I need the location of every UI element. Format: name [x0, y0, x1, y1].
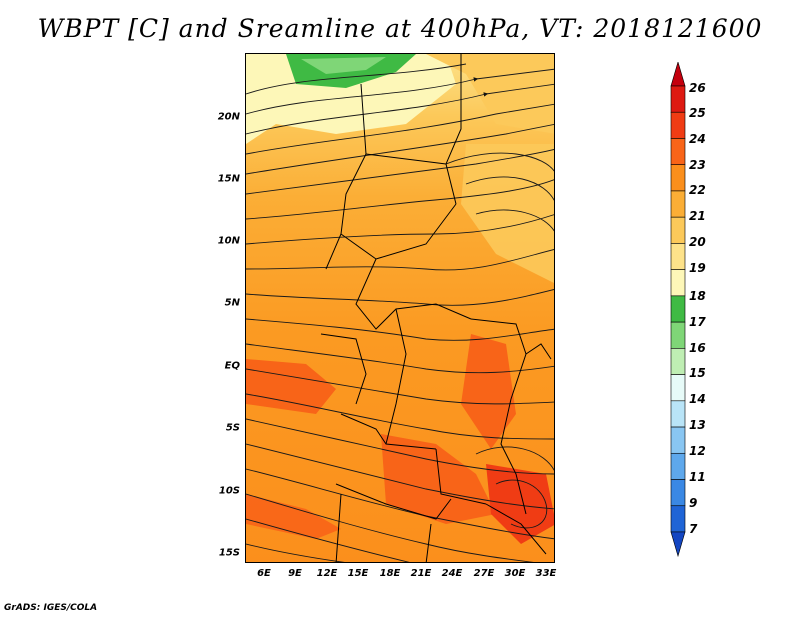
- colorbar-label-18: 18: [689, 289, 706, 303]
- colorbar-label-16: 16: [689, 341, 706, 355]
- colorbar-cell: [670, 295, 686, 323]
- lon-label-33e: 33E: [535, 568, 557, 579]
- lon-label-9e: 9E: [288, 568, 302, 579]
- colorbar-cell: [670, 479, 686, 507]
- colorbar-cell: [670, 348, 686, 375]
- warm-region-central: [461, 334, 516, 449]
- colorbar-cell: [670, 190, 686, 218]
- lon-label-24e: 24E: [441, 568, 463, 579]
- colorbar: [670, 62, 686, 558]
- colorbar-cell: [670, 400, 686, 428]
- colorbar-label-20: 20: [689, 235, 706, 249]
- colorbar-cell: [670, 374, 686, 402]
- streamlines: [246, 63, 554, 562]
- lat-label-20n: 20N: [217, 111, 240, 123]
- colorbar-cell: [670, 321, 686, 349]
- colorbar-label-7: 7: [689, 522, 698, 536]
- lat-label-5n: 5N: [224, 297, 240, 309]
- colorbar-label-25: 25: [689, 106, 706, 120]
- warm-region-south: [381, 434, 496, 524]
- colorbar-label-22: 22: [689, 183, 706, 197]
- colorbar-cell: [670, 164, 686, 192]
- wbpt-field: [246, 54, 554, 562]
- lat-label-15n: 15N: [217, 173, 240, 185]
- lon-label-21e: 21E: [410, 568, 432, 579]
- map-title: WBPT [C] and Sreamline at 400hPa, VT: 20…: [37, 14, 763, 43]
- lat-label-eq: EQ: [224, 360, 240, 372]
- colorbar-cell: [670, 505, 686, 533]
- lon-label-27e: 27E: [473, 568, 495, 579]
- colorbar-label-23: 23: [689, 158, 706, 172]
- map-panel: [245, 53, 555, 563]
- colorbar-cell: [670, 85, 686, 113]
- colorbar-cell: [670, 138, 686, 166]
- colorbar-label-14: 14: [689, 392, 706, 406]
- lon-label-30e: 30E: [504, 568, 526, 579]
- hot-region: [486, 464, 554, 544]
- lon-label-18e: 18E: [379, 568, 401, 579]
- colorbar-label-17: 17: [689, 315, 706, 329]
- colorbar-label-21: 21: [689, 209, 706, 223]
- colorbar-cell: [670, 452, 686, 480]
- colorbar-cell: [670, 111, 686, 139]
- grads-credit: GrADS: IGES/COLA: [4, 603, 98, 613]
- colorbar-cell: [670, 216, 686, 244]
- light-green-region: [301, 57, 386, 74]
- colorbar-label-9: 9: [689, 496, 698, 510]
- colorbar-bottom-arrow: [670, 531, 686, 558]
- colorbar-cell: [670, 269, 686, 297]
- colorbar-label-24: 24: [689, 132, 706, 146]
- country-borders: [320, 54, 552, 562]
- lat-label-15s: 15S: [218, 547, 240, 559]
- lat-label-10n: 10N: [217, 235, 240, 247]
- colorbar-label-15: 15: [689, 366, 706, 380]
- colorbar-label-12: 12: [689, 444, 706, 458]
- lon-label-15e: 15E: [347, 568, 369, 579]
- lon-label-12e: 12E: [316, 568, 338, 579]
- colorbar-label-19: 19: [689, 261, 706, 275]
- colorbar-label-26: 26: [689, 81, 706, 95]
- colorbar-label-13: 13: [689, 418, 706, 432]
- colorbar-top-arrow: [670, 62, 686, 87]
- colorbar-cell: [670, 243, 686, 270]
- colorbar-cell: [670, 426, 686, 454]
- colorbar-label-11: 11: [689, 470, 706, 484]
- lat-label-5s: 5S: [225, 422, 240, 434]
- lon-label-6e: 6E: [257, 568, 271, 579]
- warm-region-sw: [246, 494, 341, 539]
- lat-label-10s: 10S: [218, 485, 240, 497]
